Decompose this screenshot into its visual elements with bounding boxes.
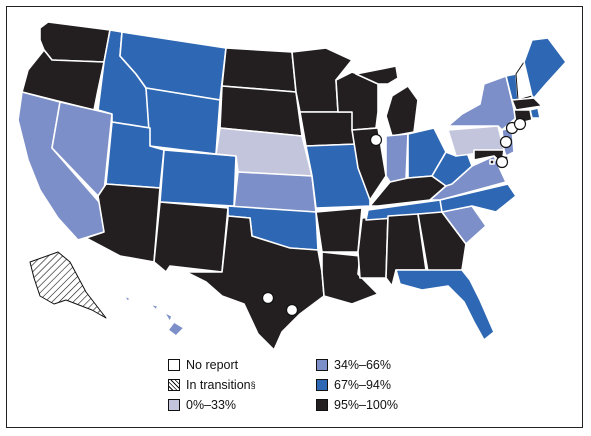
legend-item-c0-33: 0%–33% [168,396,236,414]
legend-label: 0%–33% [186,398,237,412]
state-fl [395,269,495,341]
location-marker [369,133,383,147]
legend-label: 34%–66% [334,358,391,372]
state-ks [233,171,317,213]
state-co [159,149,237,207]
state-dc [489,159,495,165]
legend-item-c34-66: 34%–66% [316,356,391,374]
location-marker [499,135,513,149]
location-marker [495,155,509,169]
state-ak [29,251,107,319]
legend-label: In transition [186,378,251,392]
legend-item-no-report: No report [168,356,238,374]
legend-swatch [316,399,328,411]
state-az [85,183,161,263]
legend-item-c67-94: 67%–94% [316,376,391,394]
state-me [523,37,567,99]
state-nc [439,183,517,213]
state-il [351,127,387,201]
legend: No report In transition § 0%–33% 34%–66% 67%–… [168,356,468,426]
legend-footnote-mark: § [250,380,256,390]
state-wa [39,21,111,63]
legend-swatch [168,359,180,371]
legend-item-transition: In transition § [168,376,256,394]
legend-swatch [316,359,328,371]
legend-swatch [316,379,328,391]
state-or [21,49,105,111]
state-wv [431,149,473,187]
state-ia [299,111,359,147]
location-marker [285,303,299,317]
state-in [385,133,409,183]
state-ga [417,211,467,273]
state-tx [185,215,325,351]
state-ms [357,215,389,279]
state-ma [511,97,543,111]
legend-swatch [168,379,180,391]
state-ny [447,75,517,131]
location-marker [513,117,527,131]
legend-label: 95%–100% [334,398,398,412]
legend-swatch [168,399,180,411]
location-marker [261,291,275,305]
state-ar [315,207,363,253]
state-nm [153,201,229,273]
legend-label: 67%–94% [334,378,391,392]
legend-label: No report [186,358,239,372]
state-hi [123,295,185,337]
state-wy [145,87,221,155]
state-nd [221,47,297,93]
legend-item-c95-100: 95%–100% [316,396,398,414]
